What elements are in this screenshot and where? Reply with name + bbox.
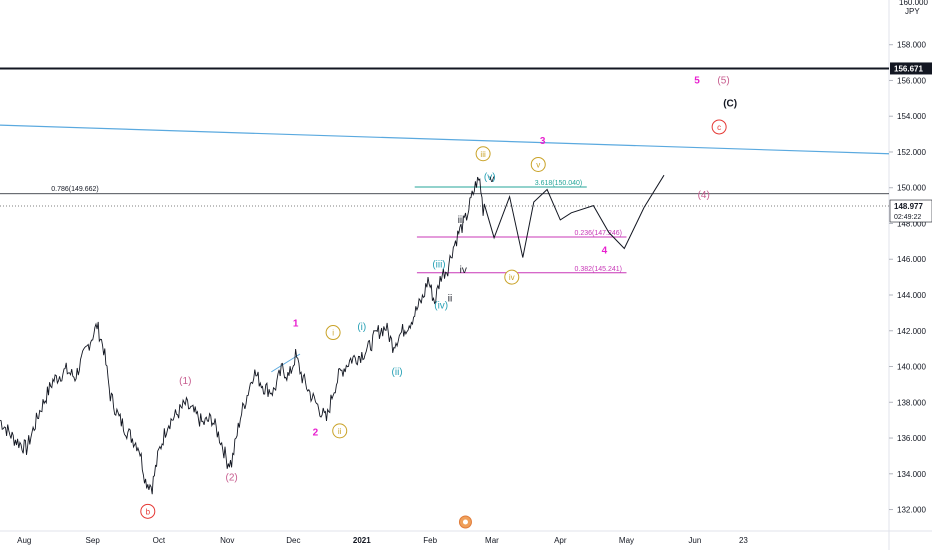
x-tick-label: Nov	[220, 536, 234, 545]
axis-corner-price: 160.000	[899, 0, 928, 7]
y-tick-label: 142.000	[897, 327, 926, 336]
fib-level-label: 0.236(147.246)	[574, 230, 621, 237]
wave-labels: 1 2 3 4 5 (1) (2) (4) (5) (C) (i) (ii) (iii) (iv) (v) i…	[140, 75, 737, 519]
x-tick-label: Aug	[17, 536, 31, 545]
level-label: 0.786(149.662)	[51, 186, 98, 193]
wave-label-circle	[530, 156, 546, 172]
price-line	[0, 176, 485, 495]
x-tick-label: Sep	[86, 536, 101, 545]
wave-label: (i)	[357, 322, 366, 333]
channel-segment	[271, 353, 301, 373]
x-tick-label: Mar	[485, 536, 499, 545]
fib-level-label: 3.618(150.040)	[535, 180, 582, 187]
wave-label: (2)	[226, 472, 238, 483]
price-axis: 132.000 134.000 136.000 138.000 140.000 142.0…	[889, 0, 932, 515]
wave-label-circle	[140, 503, 156, 519]
x-tick-label: 23	[739, 536, 748, 545]
fib-level-label: 0.382(145.241)	[574, 266, 621, 273]
wave-label: v	[489, 174, 494, 185]
wave-label-circle	[475, 146, 491, 162]
y-tick-label: 150.000	[897, 184, 926, 193]
wave-label: (iii)	[432, 260, 445, 271]
wave-label: b	[146, 507, 151, 516]
y-tick-label: 154.000	[897, 112, 926, 121]
y-tick-label: 140.000	[897, 363, 926, 372]
wave-label: (1)	[179, 376, 191, 387]
wave-label: (ii)	[392, 367, 403, 378]
wave-label: 2	[313, 428, 319, 439]
wave-label: 3	[540, 136, 546, 147]
y-tick-label: 148.000	[897, 219, 926, 228]
last-price-label: 148.977	[894, 202, 923, 211]
wave-label: (5)	[717, 75, 729, 86]
y-tick-label: 158.000	[897, 41, 926, 50]
wave-label-circle	[711, 119, 727, 135]
price-series	[0, 176, 485, 495]
bar-countdown-label: 02:49:22	[894, 214, 921, 221]
wave-label: (iv)	[434, 301, 448, 312]
overlay-lines: 0.786(149.662) 3.618(150.040) 0.236(147.24…	[0, 67, 890, 373]
y-tick-label: 134.000	[897, 470, 926, 479]
y-tick-label: 144.000	[897, 291, 926, 300]
event-markers	[458, 515, 472, 529]
wave-label: v	[536, 160, 540, 169]
wave-label: c	[717, 123, 721, 132]
axis-corner-currency: JPY	[905, 7, 920, 16]
y-tick-label: 136.000	[897, 434, 926, 443]
wave-label-circle	[332, 423, 348, 439]
wave-label: 1	[293, 319, 299, 330]
x-tick-label: May	[619, 536, 634, 545]
wave-label: iii	[480, 150, 486, 159]
projection-path	[483, 174, 665, 258]
y-tick-label: 132.000	[897, 506, 926, 515]
x-tick-label: Feb	[423, 536, 437, 545]
wave-label: (v)	[484, 172, 496, 183]
x-tick-label: Oct	[153, 536, 166, 545]
descending-trend-line	[0, 124, 890, 155]
y-tick-label: 146.000	[897, 255, 926, 264]
level-price-tag	[890, 62, 932, 75]
wave-label: iv	[460, 265, 467, 276]
wave-label: iv	[509, 273, 515, 282]
y-tick-label: 152.000	[897, 148, 926, 157]
level-price-label: 156.671	[894, 64, 923, 73]
wave-label-circle	[325, 325, 341, 341]
time-axis: Aug Sep Oct Nov Dec 2021 Feb Mar Apr May Jun 23	[17, 536, 748, 545]
y-tick-label: 138.000	[897, 398, 926, 407]
wave-label: (C)	[723, 99, 737, 110]
last-price-tag	[889, 199, 932, 223]
wave-label: i	[332, 329, 334, 338]
wave-label: 5	[694, 75, 700, 86]
x-tick-label: Jun	[688, 536, 701, 545]
wave-label-circle	[504, 269, 520, 285]
x-tick-label: 2021	[353, 536, 371, 545]
wave-label: ii	[338, 427, 342, 436]
event-marker-dot	[462, 519, 468, 525]
x-tick-label: Apr	[554, 536, 567, 545]
wave-label: (4)	[698, 190, 710, 201]
wave-label: ii	[448, 294, 452, 305]
x-tick-label: Dec	[286, 536, 300, 545]
y-tick-label: 156.000	[897, 76, 926, 85]
wave-label: 4	[602, 245, 608, 256]
wave-label: iii	[458, 215, 465, 226]
